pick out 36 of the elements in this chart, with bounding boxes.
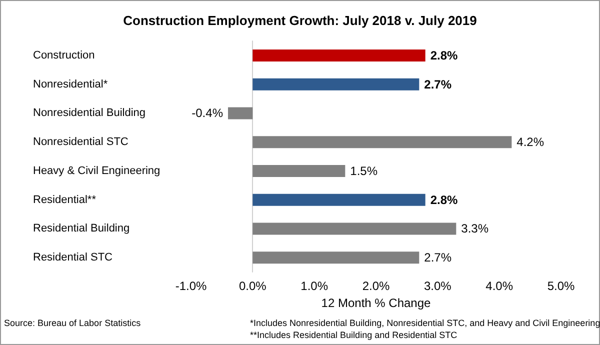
x-tick-label: 1.0% [300, 279, 328, 293]
y-tick-label: Residential Building [33, 222, 130, 235]
x-tick-label: 0.0% [238, 279, 267, 293]
data-label: -0.4% [192, 106, 224, 120]
y-tick-label: Nonresidential* [33, 78, 108, 90]
data-label: 4.2% [516, 135, 544, 150]
y-tick-label: Heavy & Civil Engineering [33, 164, 160, 177]
bar [252, 252, 420, 264]
data-label: 3.3% [461, 222, 489, 236]
x-tick-label: 4.0% [486, 279, 514, 293]
text: **Includes Residential Building and Residential STC [250, 330, 458, 340]
bar [252, 222, 456, 235]
bar [252, 136, 512, 148]
data-label: 2.7% [424, 250, 452, 265]
y-tick-label: Nonresidential Building [33, 107, 146, 120]
x-tick-label: -1.0% [175, 279, 207, 293]
data-label: 2.7% [424, 77, 452, 92]
x-tick-label: 2.0% [362, 279, 390, 293]
y-tick-label: Residential STC [33, 252, 113, 264]
data-label: 2.8% [430, 192, 458, 207]
chart-title: Construction Employment Growth: July 2018 v. July 2019 [123, 13, 477, 28]
y-tick-label: Residential** [33, 194, 97, 206]
x-tick-label: 5.0% [547, 279, 575, 293]
bar [228, 107, 253, 120]
bar [252, 78, 420, 90]
bar [252, 164, 346, 177]
data-label: 1.5% [350, 164, 378, 178]
y-tick-label: Construction [33, 49, 95, 62]
x-axis-title: 12 Month % Change [321, 296, 432, 310]
data-label: 2.8% [430, 48, 458, 62]
source-note: Source: Bureau of Labor Statistics [4, 318, 141, 328]
bar [252, 194, 426, 206]
text: *Includes Nonresidential Building, Nonresidential STC, and Heavy and Civil Engineering [250, 318, 600, 328]
y-tick-label: Nonresidential STC [33, 136, 128, 148]
x-tick-label: 3.0% [424, 279, 452, 293]
bar [252, 49, 426, 62]
